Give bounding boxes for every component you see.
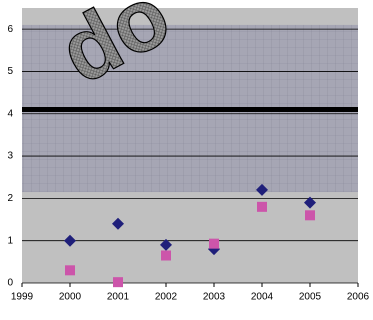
square-marker <box>305 210 315 220</box>
x-tick-label: 1999 <box>11 292 34 303</box>
y-tick-label: 4 <box>7 108 13 119</box>
y-tick-label: 3 <box>7 151 13 162</box>
x-tick-label: 2005 <box>299 292 322 303</box>
chart: 012345619992000200120022003200420052006 … <box>0 0 373 315</box>
square-marker <box>113 277 123 287</box>
y-tick-label: 0 <box>7 278 13 289</box>
y-tick-label: 6 <box>7 24 13 35</box>
y-tick-label: 2 <box>7 193 13 204</box>
x-tick-label: 2006 <box>347 292 370 303</box>
square-marker <box>65 265 75 275</box>
x-tick-label: 2004 <box>251 292 274 303</box>
y-tick-label: 1 <box>7 235 13 246</box>
x-tick-label: 2001 <box>107 292 130 303</box>
square-marker <box>209 239 219 249</box>
x-tick-label: 2003 <box>203 292 226 303</box>
square-marker <box>257 202 267 212</box>
y-tick-label: 5 <box>7 66 13 77</box>
x-tick-label: 2000 <box>59 292 82 303</box>
page: 012345619992000200120022003200420052006 … <box>0 0 373 320</box>
square-marker <box>161 251 171 261</box>
x-tick-label: 2002 <box>155 292 178 303</box>
